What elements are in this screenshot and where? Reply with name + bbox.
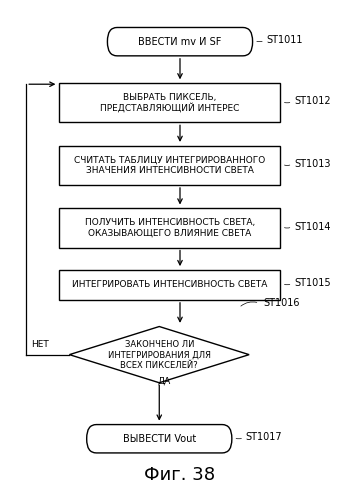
Text: ST1015: ST1015 (294, 278, 331, 288)
Bar (59, 269, 280, 300)
Text: ВЫБРАТЬ ПИКСЕЛЬ,
ПРЕДСТАВЛЯЮЩИЙ ИНТЕРЕС: ВЫБРАТЬ ПИКСЕЛЬ, ПРЕДСТАВЛЯЮЩИЙ ИНТЕРЕС (100, 92, 239, 113)
Text: ИНТЕГРИРОВАТЬ ИНТЕНСИВНОСТЬ СВЕТА: ИНТЕГРИРОВАТЬ ИНТЕНСИВНОСТЬ СВЕТА (72, 280, 267, 289)
Text: ST1013: ST1013 (294, 159, 330, 169)
Text: ДА: ДА (158, 377, 171, 386)
Bar (59, 83, 280, 122)
Text: ST1017: ST1017 (246, 432, 282, 442)
Text: ST1014: ST1014 (294, 222, 330, 232)
Text: СЧИТАТЬ ТАБЛИЦУ ИНТЕГРИРОВАННОГО
ЗНАЧЕНИЯ ИНТЕНСИВНОСТИ СВЕТА: СЧИТАТЬ ТАБЛИЦУ ИНТЕГРИРОВАННОГО ЗНАЧЕНИ… (74, 156, 265, 175)
Text: ВВЕСТИ mv И SF: ВВЕСТИ mv И SF (138, 36, 222, 47)
Text: Фиг. 38: Фиг. 38 (144, 467, 216, 485)
Text: ST1016: ST1016 (263, 298, 300, 308)
Text: ЗАКОНЧЕНО ЛИ
ИНТЕГРИРОВАНИЯ ДЛЯ
ВСЕХ ПИКСЕЛЕЙ?: ЗАКОНЧЕНО ЛИ ИНТЕГРИРОВАНИЯ ДЛЯ ВСЕХ ПИК… (108, 340, 211, 370)
Text: НЕТ: НЕТ (31, 340, 49, 349)
Text: ST1011: ST1011 (266, 35, 303, 45)
Text: ST1012: ST1012 (294, 96, 331, 106)
FancyBboxPatch shape (107, 27, 253, 56)
Text: ПОЛУЧИТЬ ИНТЕНСИВНОСТЬ СВЕТА,
ОКАЗЫВАЮЩЕГО ВЛИЯНИЕ СВЕТА: ПОЛУЧИТЬ ИНТЕНСИВНОСТЬ СВЕТА, ОКАЗЫВАЮЩЕ… (85, 218, 255, 238)
Polygon shape (69, 326, 249, 383)
FancyBboxPatch shape (87, 425, 232, 453)
Bar (59, 209, 280, 248)
Bar (59, 146, 280, 185)
Text: ВЫВЕСТИ Vout: ВЫВЕСТИ Vout (123, 434, 196, 444)
